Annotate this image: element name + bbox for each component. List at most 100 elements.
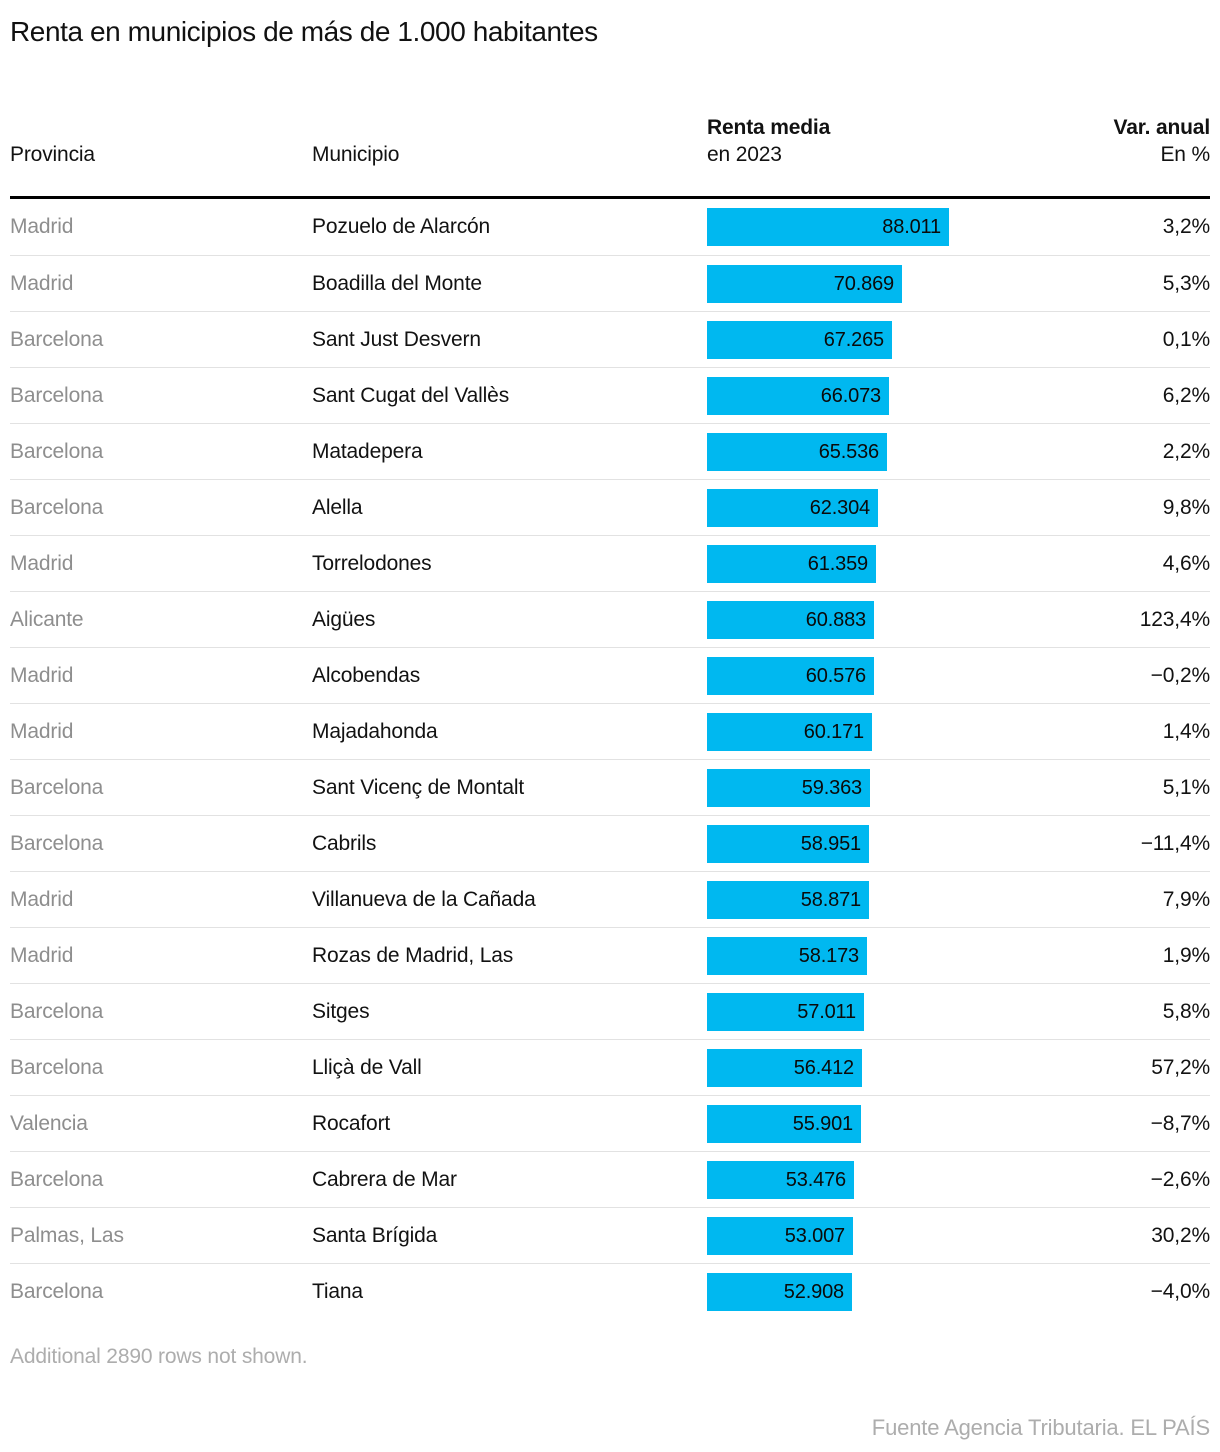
table-row: Madrid Boadilla del Monte 70.869 5,3%	[10, 255, 1210, 311]
provincia-cell: Madrid	[10, 664, 74, 687]
municipio-cell: Alella	[312, 496, 363, 519]
provincia-cell: Madrid	[10, 888, 74, 911]
col-var-sub-text: En %	[1160, 143, 1210, 166]
renta-bar-cell: 52.908	[707, 1264, 1000, 1320]
renta-bar-label: 56.412	[793, 1056, 854, 1079]
municipio-cell: Boadilla del Monte	[312, 272, 482, 295]
renta-bar: 62.304	[707, 489, 878, 527]
var-cell: −0,2%	[1150, 664, 1211, 687]
var-cell: −11,4%	[1140, 832, 1210, 855]
table-row: Madrid Majadahonda 60.171 1,4%	[10, 703, 1210, 759]
col-var-label: Var. anual En %	[1000, 114, 1211, 168]
var-cell: −2,6%	[1150, 1168, 1211, 1191]
provincia-cell: Barcelona	[10, 496, 104, 519]
provincia-cell: Barcelona	[10, 1168, 104, 1191]
table-row: Madrid Alcobendas 60.576 −0,2%	[10, 647, 1210, 703]
renta-bar-cell: 59.363	[707, 760, 1000, 816]
var-cell: 5,8%	[1162, 1000, 1210, 1023]
renta-bar-cell: 55.901	[707, 1096, 1000, 1152]
table-row: Barcelona Alella 62.304 9,8%	[10, 479, 1210, 535]
renta-bar-cell: 60.171	[707, 704, 1000, 760]
municipio-cell: Majadahonda	[312, 720, 438, 743]
var-cell: 2,2%	[1162, 440, 1210, 463]
provincia-cell: Barcelona	[10, 832, 104, 855]
renta-bar-label: 60.883	[805, 608, 866, 631]
renta-bar-label: 57.011	[797, 1000, 856, 1023]
var-cell: 6,2%	[1162, 384, 1210, 407]
renta-bar-label: 67.265	[823, 328, 884, 351]
renta-bar-cell: 57.011	[707, 984, 1000, 1040]
table-row: Madrid Rozas de Madrid, Las 58.173 1,9%	[10, 927, 1210, 983]
renta-bar-label: 52.908	[783, 1280, 844, 1303]
renta-bar-cell: 60.883	[707, 592, 1000, 648]
provincia-cell: Madrid	[10, 215, 74, 238]
renta-bar: 60.883	[707, 601, 874, 639]
municipio-cell: Pozuelo de Alarcón	[312, 215, 491, 238]
renta-bar: 66.073	[707, 377, 889, 415]
table-row: Barcelona Tiana 52.908 −4,0%	[10, 1263, 1210, 1319]
renta-bar: 53.476	[707, 1161, 854, 1199]
table-row: Barcelona Sitges 57.011 5,8%	[10, 983, 1210, 1039]
col-renta-bold-text: Renta media	[707, 116, 831, 139]
provincia-cell: Madrid	[10, 272, 74, 295]
var-cell: 5,1%	[1162, 776, 1210, 799]
header-rule	[10, 196, 1210, 199]
renta-bar-cell: 61.359	[707, 536, 1000, 592]
renta-bar: 52.908	[707, 1273, 852, 1311]
renta-bar: 55.901	[707, 1105, 861, 1143]
footer-note: Additional 2890 rows not shown.	[10, 1345, 308, 1368]
col-municipio-text: Municipio	[312, 143, 400, 166]
table-row: Barcelona Lliçà de Vall 56.412 57,2%	[10, 1039, 1210, 1095]
provincia-cell: Palmas, Las	[10, 1224, 124, 1247]
renta-bar: 67.265	[707, 321, 892, 359]
municipio-cell: Lliçà de Vall	[312, 1056, 422, 1079]
renta-bar-cell: 56.412	[707, 1040, 1000, 1096]
renta-bar: 65.536	[707, 433, 887, 471]
renta-bar: 60.576	[707, 657, 874, 695]
table-row: Alicante Aigües 60.883 123,4%	[10, 591, 1210, 647]
renta-bar: 56.412	[707, 1049, 862, 1087]
renta-bar-cell: 58.173	[707, 928, 1000, 984]
municipio-cell: Alcobendas	[312, 664, 421, 687]
renta-bar: 61.359	[707, 545, 876, 583]
table-rows: Madrid Pozuelo de Alarcón 88.011 3,2% Ma…	[10, 199, 1210, 1319]
renta-bar-label: 65.536	[818, 440, 879, 463]
renta-bar-cell: 62.304	[707, 480, 1000, 536]
municipio-cell: Rocafort	[312, 1112, 391, 1135]
municipio-cell: Torrelodones	[312, 552, 432, 575]
provincia-cell: Barcelona	[10, 776, 104, 799]
renta-bar: 88.011	[707, 208, 949, 246]
table-row: Madrid Pozuelo de Alarcón 88.011 3,2%	[10, 199, 1210, 255]
table-row: Barcelona Matadepera 65.536 2,2%	[10, 423, 1210, 479]
renta-bar-cell: 60.576	[707, 648, 1000, 704]
renta-bar: 59.363	[707, 769, 870, 807]
renta-bar: 53.007	[707, 1217, 853, 1255]
var-cell: −8,7%	[1150, 1112, 1211, 1135]
var-cell: 57,2%	[1151, 1056, 1210, 1079]
var-cell: 3,2%	[1162, 215, 1210, 238]
renta-bar: 70.869	[707, 265, 902, 303]
provincia-cell: Madrid	[10, 944, 74, 967]
table-row: Barcelona Sant Just Desvern 67.265 0,1%	[10, 311, 1210, 367]
renta-bar-label: 70.869	[833, 272, 894, 295]
page-title: Renta en municipios de más de 1.000 habi…	[10, 16, 598, 47]
renta-bar-label: 55.901	[792, 1112, 853, 1135]
var-cell: 4,6%	[1162, 552, 1210, 575]
municipio-cell: Matadepera	[312, 440, 423, 463]
renta-bar-label: 88.011	[882, 215, 941, 238]
renta-bar-label: 59.363	[801, 776, 862, 799]
var-cell: 30,2%	[1151, 1224, 1210, 1247]
var-cell: 7,9%	[1162, 888, 1210, 911]
renta-bar-cell: 67.265	[707, 312, 1000, 368]
col-renta-sub-text: en 2023	[707, 143, 782, 166]
table-row: Madrid Villanueva de la Cañada 58.871 7,…	[10, 871, 1210, 927]
provincia-cell: Madrid	[10, 552, 74, 575]
municipio-cell: Cabrils	[312, 832, 377, 855]
renta-bar-cell: 65.536	[707, 424, 1000, 480]
municipio-cell: Villanueva de la Cañada	[312, 888, 536, 911]
renta-bar-label: 66.073	[820, 384, 881, 407]
var-cell: 123,4%	[1139, 608, 1210, 631]
provincia-cell: Barcelona	[10, 384, 104, 407]
municipio-cell: Tiana	[312, 1280, 363, 1303]
